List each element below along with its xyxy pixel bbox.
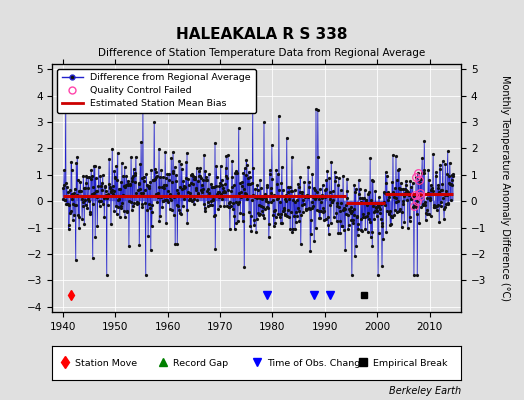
Text: Berkeley Earth: Berkeley Earth [389,386,461,396]
Text: Time of Obs. Change: Time of Obs. Change [267,359,366,368]
Y-axis label: Monthly Temperature Anomaly Difference (°C): Monthly Temperature Anomaly Difference (… [500,75,510,301]
Text: Record Gap: Record Gap [173,359,228,368]
Legend: Difference from Regional Average, Quality Control Failed, Estimated Station Mean: Difference from Regional Average, Qualit… [57,69,256,113]
Text: Empirical Break: Empirical Break [373,359,447,368]
Text: HALEAKALA R S 338: HALEAKALA R S 338 [176,27,348,42]
Text: Difference of Station Temperature Data from Regional Average: Difference of Station Temperature Data f… [99,48,425,58]
Text: Station Move: Station Move [75,359,137,368]
